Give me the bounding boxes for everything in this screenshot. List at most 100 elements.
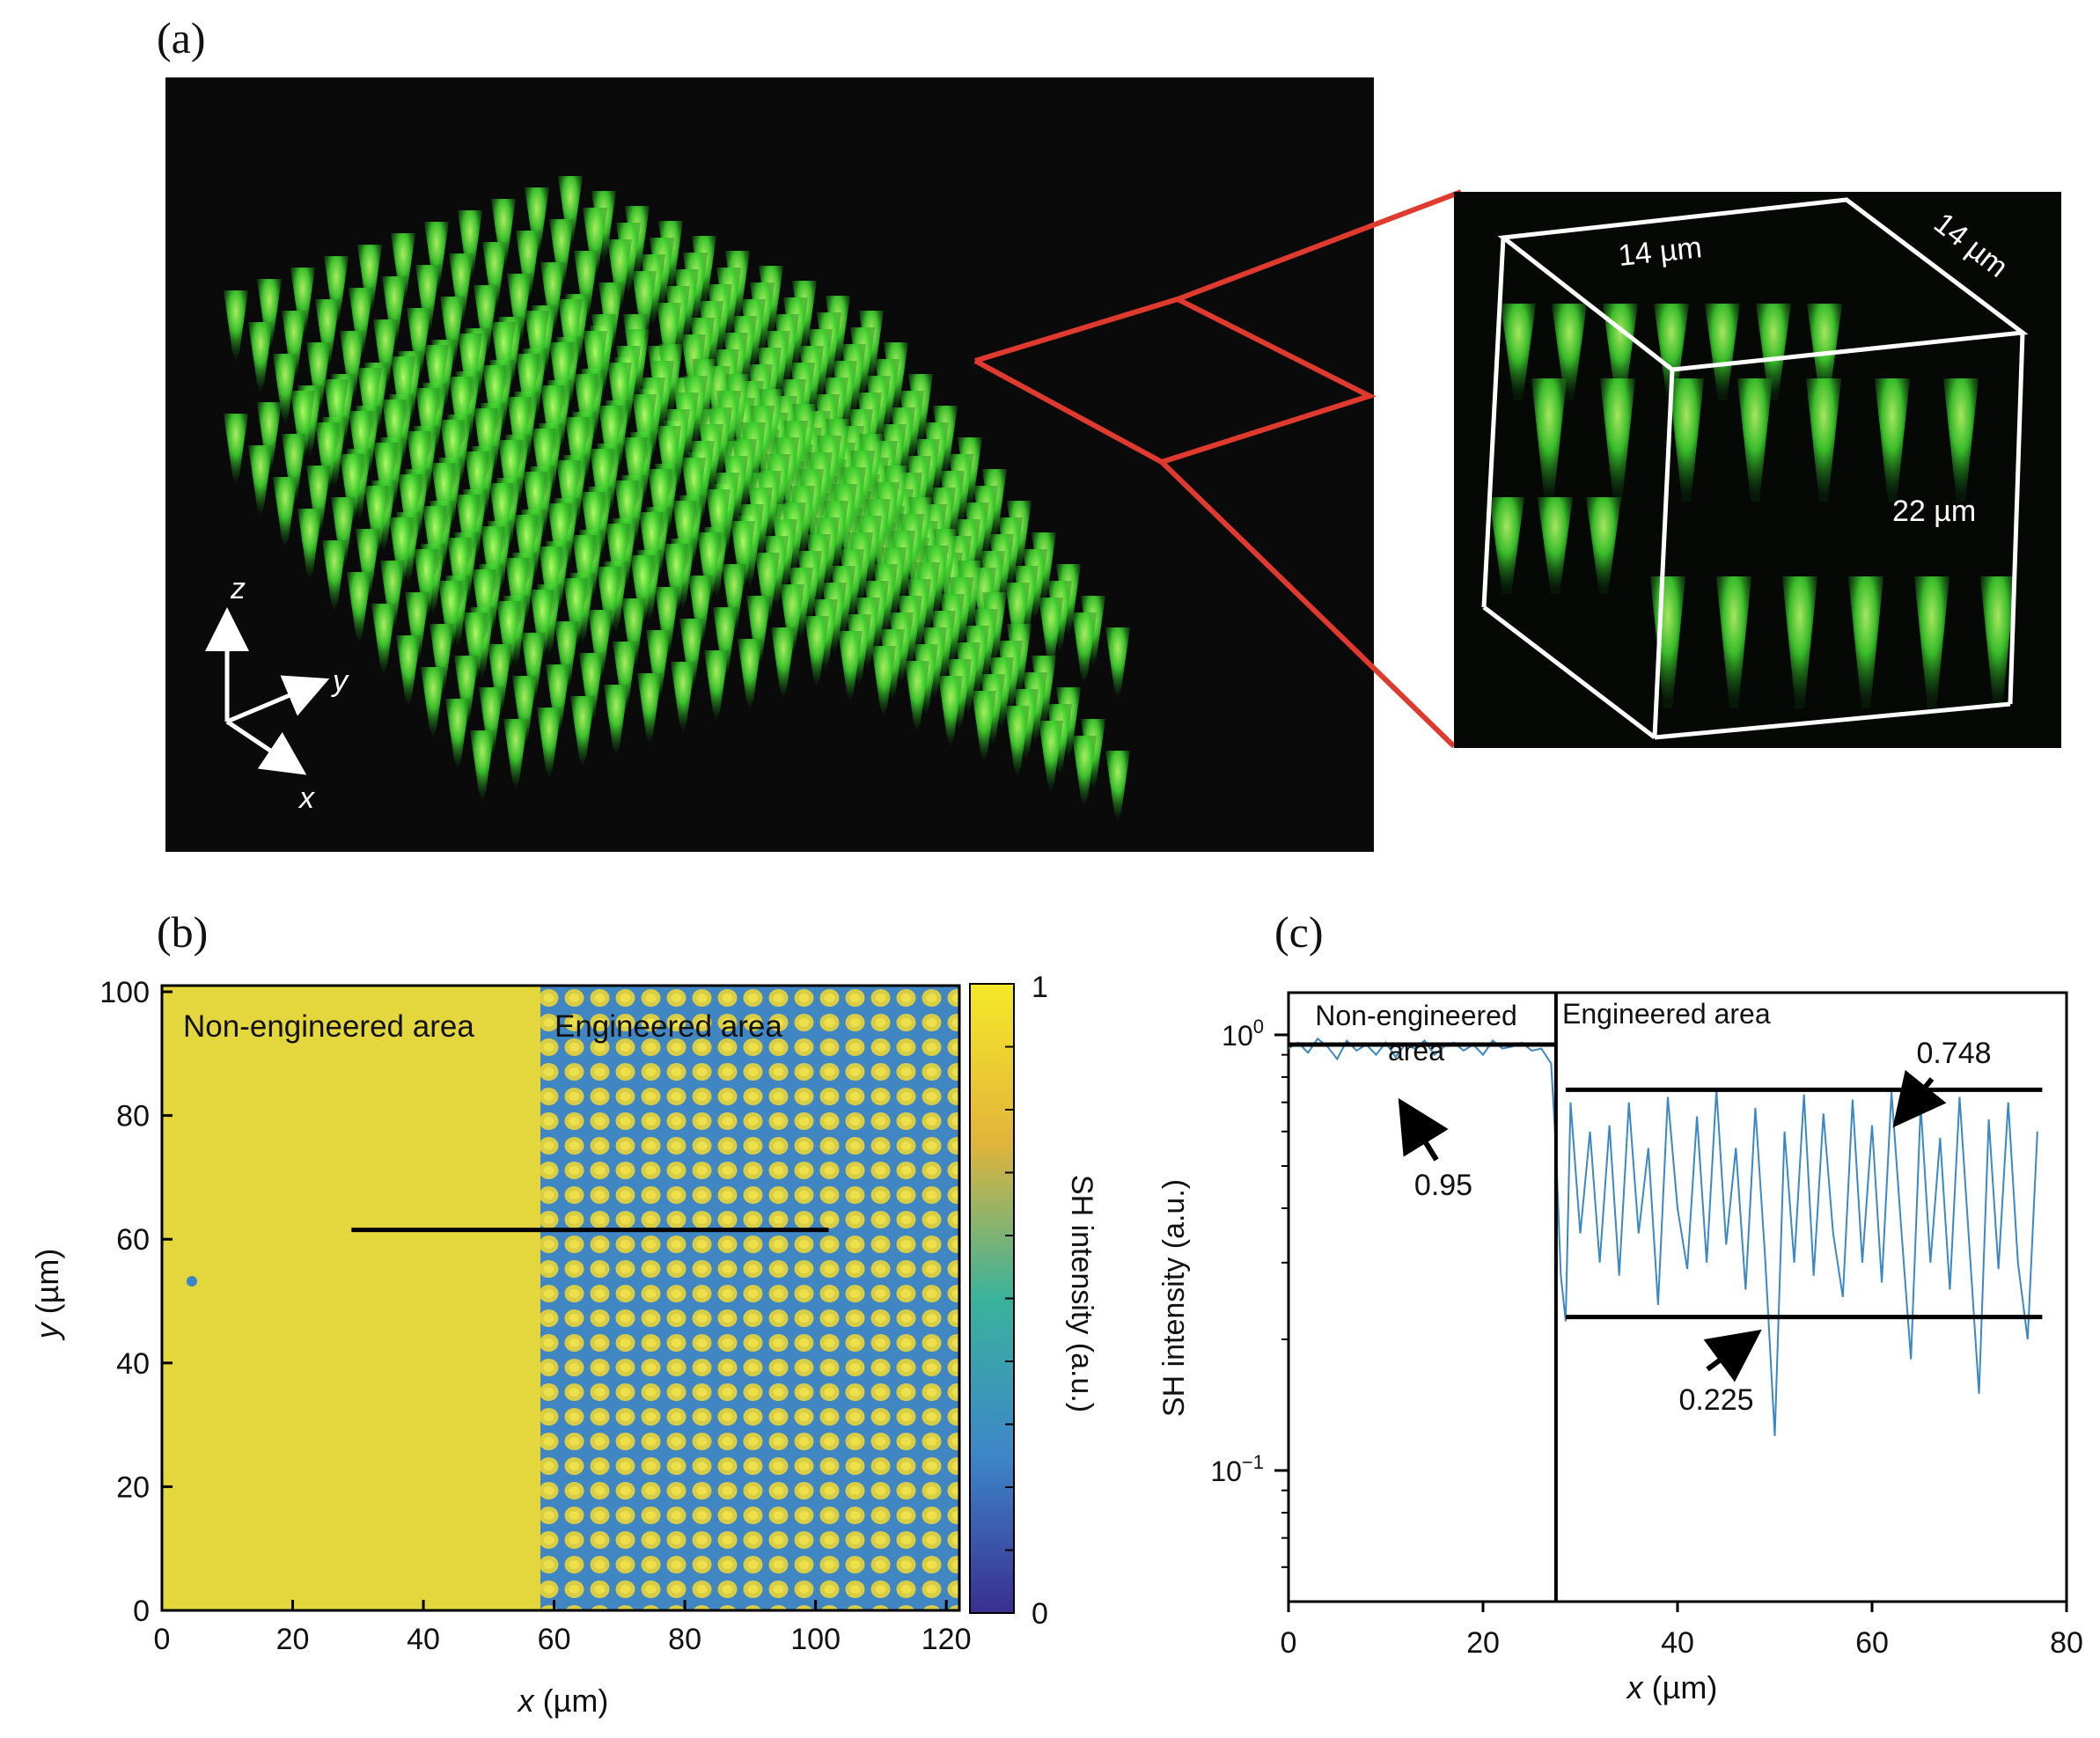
pillar <box>540 262 565 333</box>
pillar <box>570 696 595 766</box>
pillar <box>540 385 565 456</box>
zoom-connector-top <box>1176 189 1463 302</box>
pillar <box>306 466 331 536</box>
pillar <box>489 483 514 554</box>
x-tick-label: 100 <box>790 1623 841 1656</box>
inset-pillar <box>1654 304 1689 400</box>
pillar <box>554 621 579 692</box>
pillar <box>648 469 672 539</box>
pillar <box>474 408 498 479</box>
inset-pillar <box>1980 576 2016 708</box>
x-tick-label: 40 <box>1661 1626 1694 1660</box>
pillar <box>558 176 583 246</box>
pillar <box>290 391 315 461</box>
inset-height-label: 22 µm <box>1892 495 1976 528</box>
pillar <box>398 474 422 545</box>
annotation-0225: 0.225 <box>1678 1383 1753 1417</box>
plot-frame <box>1287 991 2068 1603</box>
pillar <box>357 245 382 315</box>
inset-pillar <box>1875 378 1910 502</box>
pillar <box>780 584 804 655</box>
pillar <box>440 297 465 367</box>
pillar <box>722 564 746 634</box>
pillar <box>488 644 512 715</box>
pillar <box>583 331 607 401</box>
pillar <box>516 231 540 301</box>
pillar <box>382 400 407 470</box>
pillar <box>315 299 340 370</box>
region-label-non-engineered-line2: area <box>1388 1035 1444 1067</box>
inset-pillar <box>1943 378 1979 502</box>
heatmap-y-axis-title: y (µm) <box>29 1249 65 1342</box>
pillar <box>424 222 449 292</box>
pillar <box>440 420 465 490</box>
pillar <box>905 661 929 731</box>
pillar <box>407 308 431 378</box>
pillar <box>482 242 507 312</box>
x-tick-label: 20 <box>1466 1626 1500 1660</box>
pillar <box>389 517 414 588</box>
pillar <box>470 730 495 801</box>
inset-pillar <box>1737 378 1773 502</box>
panel-c-label: (c) <box>1274 907 1324 957</box>
pillar <box>1105 751 1130 821</box>
pillar <box>456 495 481 565</box>
pillar <box>972 691 996 761</box>
pillar <box>306 342 331 413</box>
annotation-arrow-095 <box>1398 1097 1449 1162</box>
pillar <box>373 443 398 513</box>
axis-triad <box>205 607 330 775</box>
x-tick-label: 40 <box>407 1623 440 1656</box>
pillar <box>521 633 546 703</box>
pillar <box>1105 627 1130 698</box>
pillar <box>525 187 549 258</box>
inset-pillar <box>1501 304 1536 400</box>
pillar <box>614 480 639 551</box>
pillar <box>938 676 963 746</box>
y-tick-label: 80 <box>116 1100 150 1133</box>
pillar <box>447 538 472 608</box>
inset-pillar <box>1489 497 1524 594</box>
region-label-non-engineered: Non-engineered area <box>183 1009 474 1044</box>
pillar <box>537 708 562 778</box>
pillar <box>697 532 722 603</box>
pillar <box>505 558 530 628</box>
pillar <box>347 572 371 642</box>
pillar <box>621 598 646 669</box>
pillar <box>380 561 405 631</box>
y-axis-label: y <box>331 664 349 698</box>
pillar <box>1005 583 1030 653</box>
pillar <box>507 274 532 344</box>
pillar <box>458 210 482 281</box>
pillar <box>525 311 549 381</box>
pillar <box>632 271 657 341</box>
pillar <box>224 290 248 361</box>
y-axis-arrow <box>226 675 330 724</box>
pillar <box>498 440 523 510</box>
pillar <box>282 434 306 504</box>
x-tick-label: 80 <box>2050 1626 2083 1660</box>
region-label-engineered: Engineered area <box>1562 998 1771 1030</box>
pillar <box>422 506 447 576</box>
inset-pillar <box>1756 304 1791 400</box>
panel-c: 100 10−1 0 20 40 60 80 Non-engineered area En… <box>1157 991 2083 1705</box>
y-tick-label: 20 <box>116 1470 150 1504</box>
pillar <box>681 458 706 528</box>
colorbar-max-label: 1 <box>1032 971 1048 1004</box>
pillar <box>273 354 297 424</box>
inset-pillar <box>1603 304 1638 400</box>
pillar <box>479 687 503 758</box>
zoom-connector-bottom <box>1159 459 1457 749</box>
pillar <box>547 503 572 574</box>
pillar <box>391 356 415 427</box>
pillar <box>646 630 671 700</box>
pillar <box>1039 721 1063 791</box>
z-axis-label: z <box>230 572 246 605</box>
pillar <box>340 454 364 524</box>
pillar <box>324 256 349 326</box>
pillar <box>454 656 479 726</box>
x-tick-label: 0 <box>1281 1626 1297 1660</box>
pillar <box>282 311 306 381</box>
region-label-non-engineered-line1: Non-engineered <box>1315 1000 1517 1031</box>
pillar <box>604 685 628 755</box>
